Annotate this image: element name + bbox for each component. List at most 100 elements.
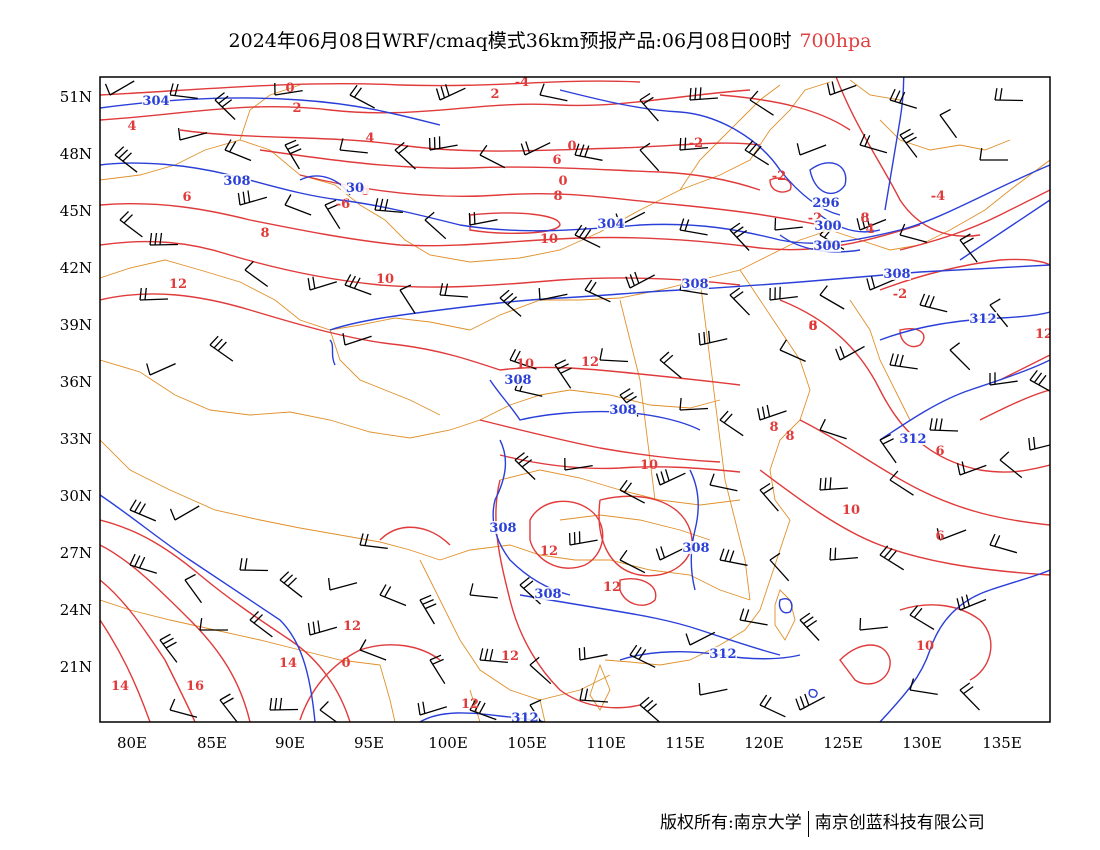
wind-barb — [769, 552, 790, 582]
wind-barb — [619, 549, 646, 574]
wind-barb — [139, 287, 169, 301]
wind-barb — [417, 701, 447, 716]
lon-label: 90E — [275, 734, 305, 752]
wind-barb — [149, 232, 179, 246]
wind-barb — [284, 194, 312, 216]
wind-barb — [856, 214, 887, 231]
wind-barb — [749, 90, 774, 116]
wind-barb — [324, 199, 341, 230]
lon-label: 95E — [354, 734, 384, 752]
wind-barb — [469, 583, 498, 599]
wind-barb — [237, 190, 268, 206]
lat-label: 48N — [60, 145, 92, 163]
lon-label: 105E — [507, 734, 547, 752]
wind-barb — [568, 531, 598, 546]
wind-barb — [698, 682, 728, 696]
wind-barb — [909, 678, 938, 696]
height-label: 312 — [969, 312, 996, 327]
wind-barb — [224, 139, 252, 162]
copyright: 版权所有:南京大学 南京创蓝科技有限公司 — [660, 808, 985, 837]
wind-barb — [655, 469, 686, 486]
wind-barb — [956, 594, 987, 611]
temp-label: 4 — [127, 119, 136, 134]
height-label: 300 — [814, 219, 841, 234]
wind-barb — [574, 224, 601, 248]
temp-label: 12 — [581, 355, 599, 370]
wind-barb — [939, 108, 958, 139]
height-label: 304 — [597, 217, 624, 232]
wind-barb — [999, 451, 1023, 479]
map-frame — [99, 76, 1051, 723]
wind-barb — [779, 339, 806, 362]
wind-barb — [659, 351, 682, 379]
lon-label: 100E — [428, 734, 468, 752]
wind-barb — [539, 83, 568, 102]
wind-barb — [769, 286, 798, 301]
temp-label: 12 — [1035, 327, 1053, 342]
lat-label: 33N — [60, 430, 92, 448]
temp-label: -4 — [515, 75, 529, 90]
height-label: 308 — [682, 541, 709, 556]
temp-label: 8 — [769, 420, 778, 435]
wind-barb — [584, 279, 611, 303]
wind-barb — [119, 211, 143, 238]
wind-barb — [729, 222, 750, 251]
lon-label: 85E — [197, 734, 227, 752]
wind-barb — [879, 545, 905, 571]
temp-label: 12 — [343, 619, 361, 634]
wind-barb — [239, 558, 269, 572]
wind-barb — [899, 128, 918, 158]
wind-barb — [759, 694, 786, 718]
height-label: 308 — [504, 373, 531, 388]
geopotential-contours — [100, 77, 1050, 722]
height-label: 312 — [899, 432, 926, 447]
wind-barb — [979, 148, 1008, 161]
wind-barb — [689, 87, 718, 101]
wind-barb — [435, 84, 466, 101]
temp-label: 10 — [376, 272, 394, 287]
lon-label: 135E — [982, 734, 1022, 752]
wind-barb — [835, 345, 865, 361]
wind-barb — [519, 576, 541, 605]
wind-barb — [774, 217, 803, 231]
height-label: 304 — [142, 94, 169, 109]
wind-barb — [989, 298, 1009, 328]
temp-label: 10 — [916, 639, 934, 654]
height-label: 312 — [709, 647, 736, 662]
wind-barb — [184, 573, 203, 604]
lat-label: 27N — [60, 544, 92, 562]
wind-barb — [739, 608, 768, 626]
wind-barb — [709, 473, 738, 492]
height-label: 296 — [812, 196, 839, 211]
wind-barb — [629, 644, 656, 668]
temp-label: 2 — [292, 101, 301, 116]
wind-barb — [929, 418, 959, 432]
temp-label: -6 — [336, 197, 350, 212]
wind-barb — [949, 342, 971, 371]
wind-barb — [994, 88, 1024, 102]
temp-label: 8 — [785, 429, 794, 444]
wind-barb — [936, 528, 967, 541]
height-label: 308 — [534, 587, 561, 602]
wind-barb — [679, 137, 708, 151]
wind-barb — [104, 80, 135, 96]
wind-barb — [799, 612, 820, 641]
temp-label: 16 — [186, 679, 204, 694]
wind-barb — [249, 611, 273, 638]
wind-barb — [729, 287, 750, 316]
wind-barb — [169, 698, 198, 718]
height-label: 308 — [223, 174, 250, 189]
wind-barb — [339, 138, 368, 154]
wind-barb — [479, 648, 508, 664]
temp-label: 14 — [279, 656, 297, 671]
temp-label: 12 — [169, 277, 187, 292]
wind-barb — [889, 88, 917, 109]
temp-label: 8 — [260, 226, 269, 241]
wind-barb — [379, 584, 407, 607]
wind-barb — [169, 83, 198, 100]
height-label: 308 — [489, 521, 516, 536]
temp-label: 8 — [553, 189, 562, 204]
temp-label: 0 — [341, 656, 350, 671]
map-title: 2024年06月08日WRF/cmaq模式36km预报产品:06月08日00时 7… — [0, 26, 1100, 53]
